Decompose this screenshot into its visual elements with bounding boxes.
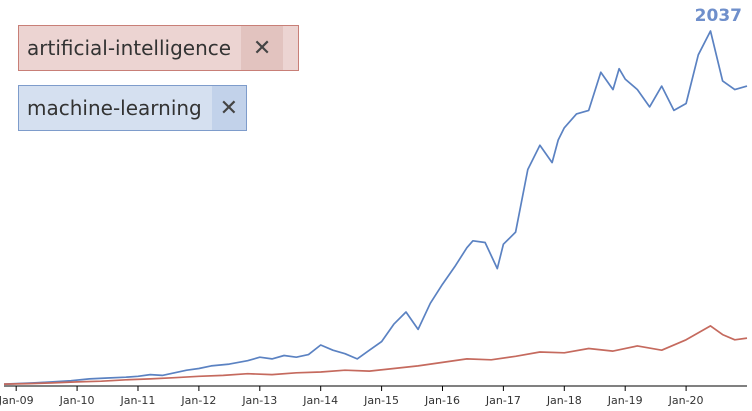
x-tick-label: Jan-09 bbox=[0, 394, 34, 407]
x-tick-label: Jan-20 bbox=[668, 394, 704, 407]
remove-tag-close-icon[interactable]: ✕ bbox=[241, 26, 284, 70]
tag-artificial-intelligence: artificial-intelligence ✕ bbox=[18, 25, 299, 71]
x-tick-label: Jan-17 bbox=[485, 394, 521, 407]
series-line-machine-learning bbox=[3, 30, 748, 385]
tag-label: artificial-intelligence bbox=[27, 36, 232, 60]
x-tick-label: Jan-12 bbox=[180, 394, 216, 407]
tag-machine-learning: machine-learning ✕ bbox=[18, 85, 247, 131]
x-tick-label: Jan-15 bbox=[363, 394, 399, 407]
x-tick-label: Jan-13 bbox=[241, 394, 277, 407]
tag-label: machine-learning bbox=[27, 96, 202, 120]
series-line-artificial-intelligence bbox=[3, 325, 748, 385]
x-tick-label: Jan-19 bbox=[607, 394, 643, 407]
remove-tag-close-icon[interactable]: ✕ bbox=[211, 86, 246, 130]
x-tick-label: Jan-16 bbox=[424, 394, 460, 407]
x-tick-label: Jan-11 bbox=[120, 394, 156, 407]
x-tick-label: Jan-18 bbox=[546, 394, 582, 407]
x-tick-label: Jan-14 bbox=[302, 394, 338, 407]
peak-value-label: 2037 bbox=[694, 6, 742, 26]
x-tick-label: Jan-10 bbox=[59, 394, 95, 407]
